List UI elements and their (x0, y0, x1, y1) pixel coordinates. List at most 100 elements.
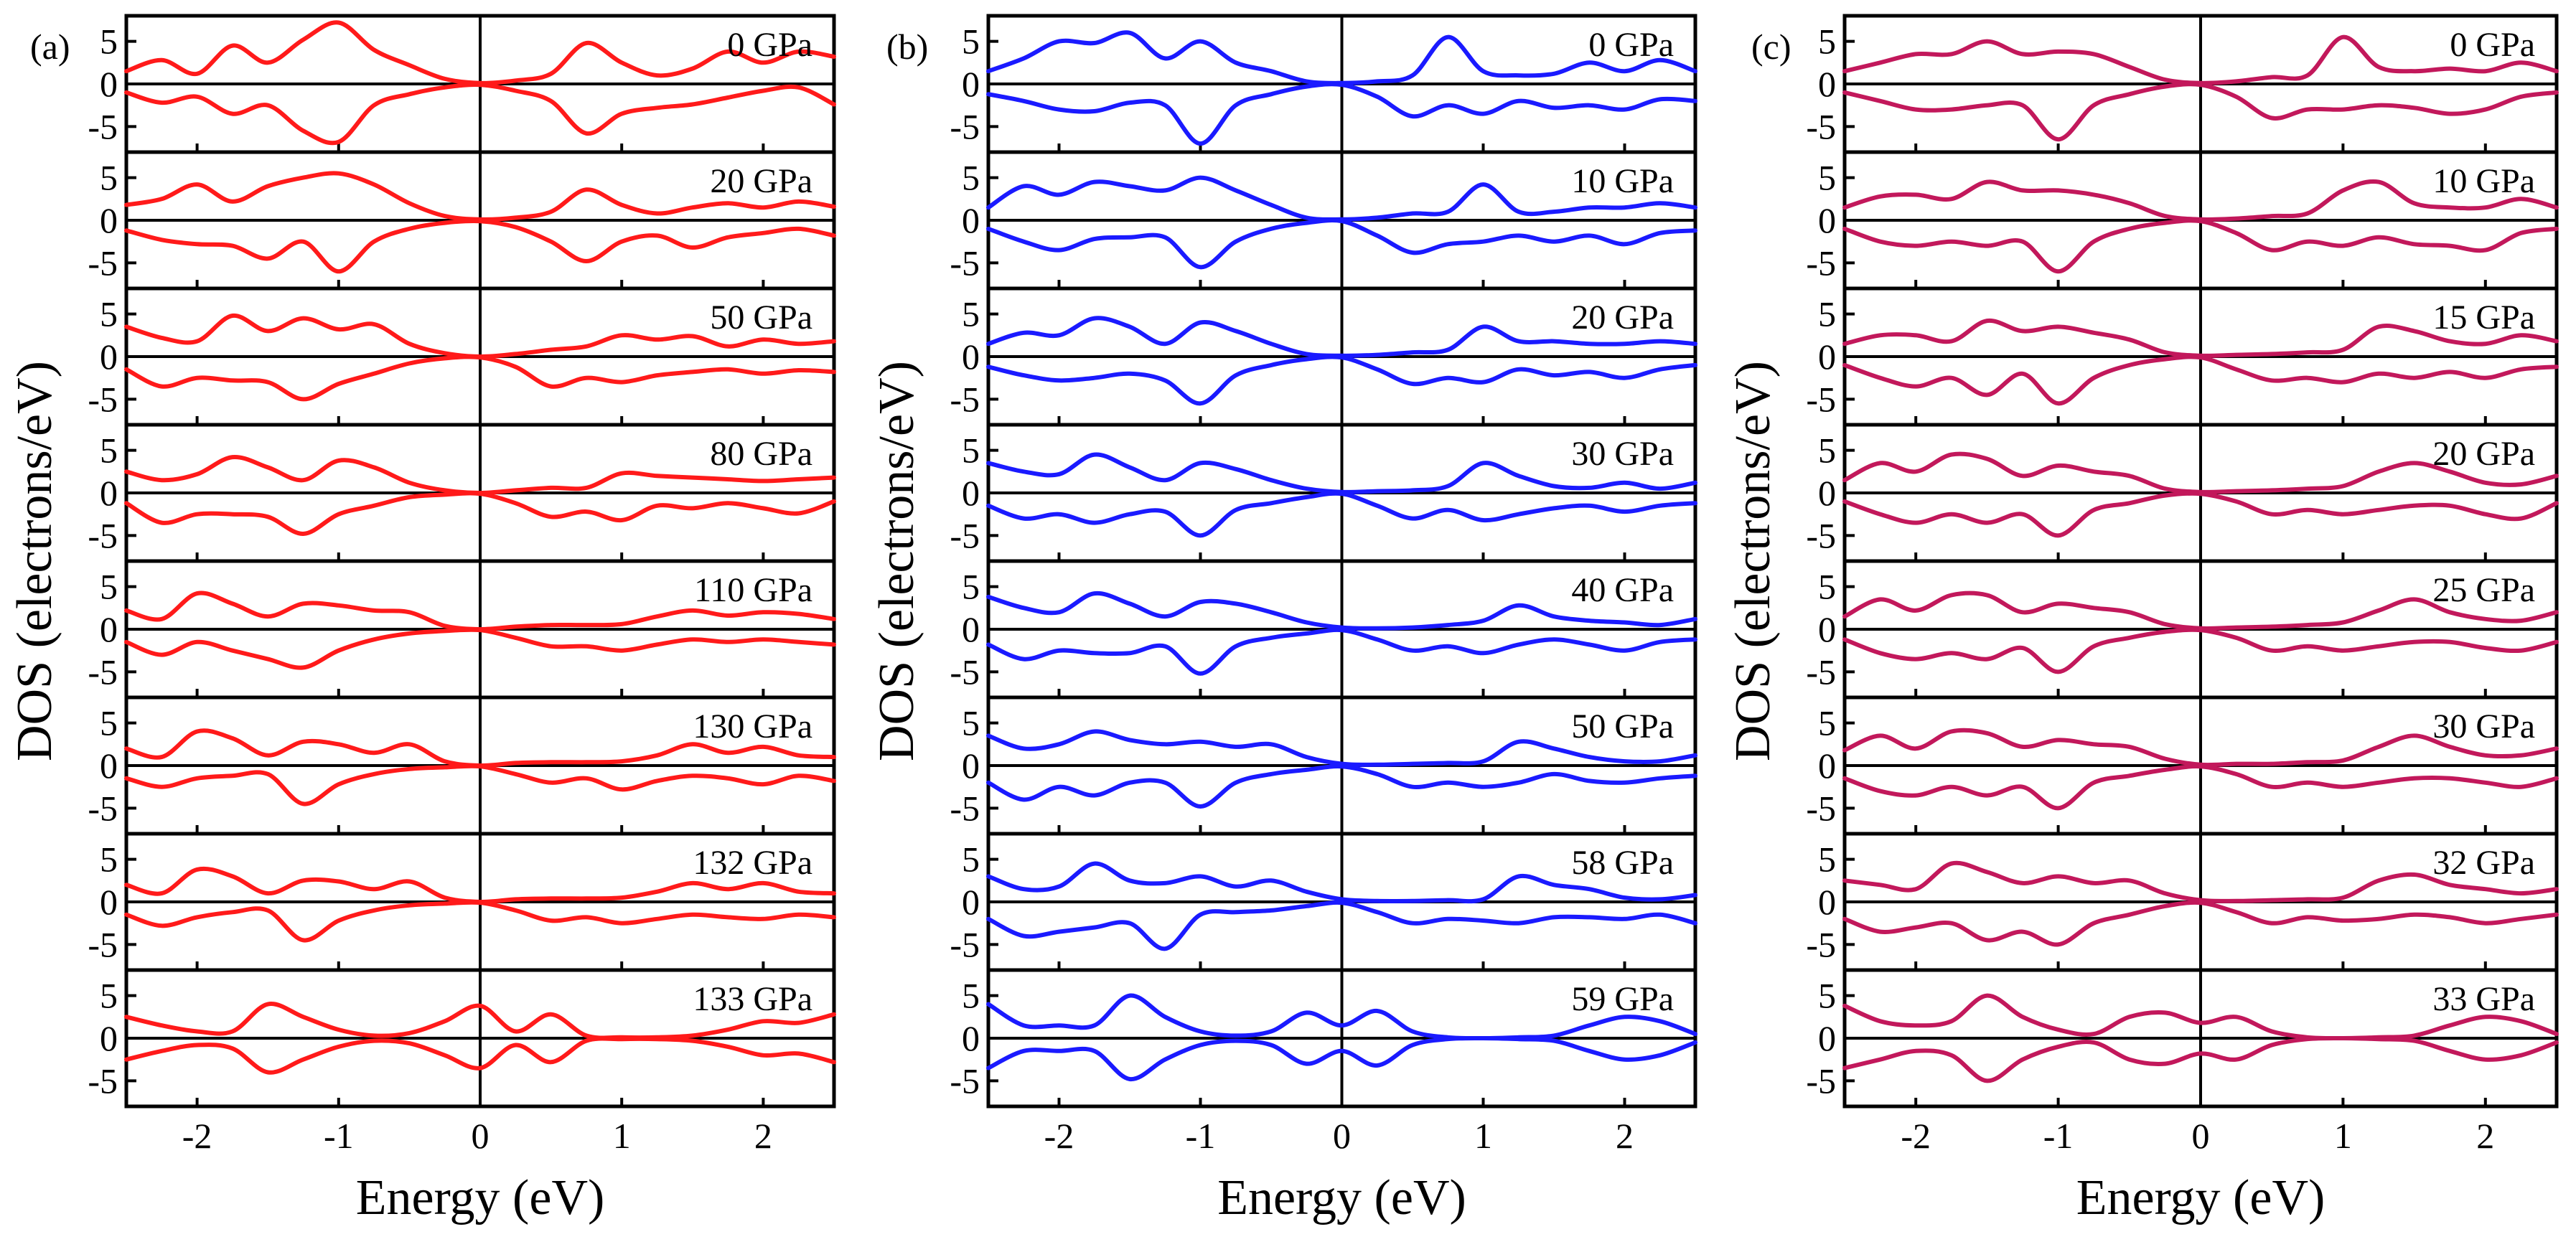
y-tick-label: 5 (962, 158, 980, 198)
pressure-label: 0 GPa (1588, 26, 1674, 64)
x-tick-label: 2 (1616, 1116, 1634, 1156)
y-tick-label: 5 (1818, 22, 1836, 62)
pressure-label: 32 GPa (2432, 844, 2535, 882)
dos-curve-spin-up (124, 1002, 836, 1040)
y-tick-label: 5 (100, 430, 118, 471)
subplot-30-gpa: 50-5 30 GPa (950, 423, 1697, 563)
y-tick-label: -5 (1806, 788, 1836, 828)
y-tick-label: 5 (100, 294, 118, 334)
y-tick-label: -5 (1806, 243, 1836, 283)
y-tick-label: -5 (88, 924, 118, 964)
pressure-label: 50 GPa (710, 298, 812, 337)
dos-curve-spin-up (1842, 993, 2559, 1041)
dos-curve-spin-up (986, 590, 1697, 631)
y-tick-label: 0 (962, 1018, 980, 1058)
dos-curve-spin-up (986, 993, 1697, 1041)
y-tick-label: -5 (1806, 651, 1836, 692)
y-tick-label: -5 (1806, 106, 1836, 146)
y-tick-label: 5 (962, 976, 980, 1016)
dos-curve-spin-down (986, 900, 1697, 951)
dos-curve-spin-down (1842, 218, 2559, 274)
dos-curve-spin-down (986, 627, 1697, 676)
y-tick-label: 0 (962, 200, 980, 240)
y-tick-label: -5 (1806, 924, 1836, 964)
dos-curve-spin-down (986, 82, 1697, 146)
y-tick-label: 5 (962, 703, 980, 743)
y-tick-label: 5 (100, 22, 118, 62)
y-tick-label: 0 (962, 337, 980, 377)
pressure-label: 50 GPa (1571, 707, 1674, 745)
dos-curve-spin-down (124, 491, 836, 536)
x-tick-label: 1 (1474, 1116, 1492, 1156)
subplot-59-gpa: 50-5 59 GPa (950, 968, 1697, 1109)
y-tick-label: 5 (962, 22, 980, 62)
y-tick-label: 5 (1818, 294, 1836, 334)
dos-curve-spin-down (124, 218, 836, 274)
subplot-132-gpa: 50-5 132 GPa (88, 832, 836, 972)
y-tick-label: 0 (100, 1018, 118, 1058)
x-tick-label: 1 (613, 1116, 631, 1156)
pressure-label: 30 GPa (2432, 707, 2535, 745)
x-tick-label: -2 (182, 1116, 212, 1156)
y-tick-label: 0 (962, 64, 980, 104)
y-axis-title: DOS (electrons/eV) (7, 361, 62, 761)
y-tick-label: 5 (962, 839, 980, 880)
y-tick-label: 5 (962, 430, 980, 471)
y-tick-label: 0 (962, 609, 980, 649)
pressure-label: 15 GPa (2432, 298, 2535, 337)
y-tick-label: -5 (88, 515, 118, 555)
pressure-label: 20 GPa (2432, 435, 2535, 473)
y-tick-label: 5 (100, 567, 118, 607)
y-tick-label: -5 (88, 379, 118, 419)
panel-letter: (a) (30, 27, 70, 67)
y-tick-label: 5 (100, 839, 118, 880)
dos-curve-spin-down (124, 354, 836, 402)
subplot-133-gpa: 50-5 133 GPa (88, 968, 836, 1109)
y-tick-label: 0 (962, 745, 980, 786)
y-tick-label: -5 (950, 788, 980, 828)
y-tick-label: 5 (1818, 158, 1836, 198)
y-tick-label: 5 (1818, 430, 1836, 471)
pressure-label: 110 GPa (694, 571, 812, 609)
y-tick-label: 5 (962, 294, 980, 334)
dos-curve-spin-down (124, 83, 836, 146)
y-tick-label: 5 (100, 158, 118, 198)
y-tick-label: 5 (1818, 703, 1836, 743)
y-tick-label: -5 (88, 788, 118, 828)
y-tick-label: 0 (962, 882, 980, 922)
subplot-32-gpa: 50-5 32 GPa (1806, 832, 2559, 972)
y-tick-label: -5 (1806, 379, 1836, 419)
y-tick-label: -5 (950, 515, 980, 555)
y-tick-label: 5 (1818, 976, 1836, 1016)
y-tick-label: 0 (962, 473, 980, 513)
y-tick-label: 0 (100, 745, 118, 786)
pressure-label: 59 GPa (1571, 980, 1674, 1018)
x-tick-label: -1 (1186, 1116, 1216, 1156)
subplot-10-gpa: 50-5 10 GPa (950, 150, 1697, 291)
pressure-label: 10 GPa (1571, 162, 1674, 200)
x-tick-label: -2 (1901, 1116, 1931, 1156)
subplot-50-gpa: 50-5 50 GPa (88, 286, 836, 427)
subplot-130-gpa: 50-5 130 GPa (88, 695, 836, 836)
y-tick-label: 0 (1818, 745, 1836, 786)
subplot-0-gpa: 50-5 0 GPa (950, 14, 1697, 154)
pressure-label: 10 GPa (2432, 162, 2535, 200)
y-tick-label: 0 (100, 882, 118, 922)
y-tick-label: -5 (88, 651, 118, 692)
pressure-label: 130 GPa (693, 707, 812, 745)
y-tick-label: 5 (100, 703, 118, 743)
subplot-20-gpa: 50-5 20 GPa (1806, 423, 2559, 563)
y-tick-label: -5 (88, 1060, 118, 1101)
y-tick-label: -5 (950, 651, 980, 692)
subplot-15-gpa: 50-5 15 GPa (1806, 286, 2559, 427)
y-tick-label: 5 (100, 976, 118, 1016)
dos-curve-spin-down (1842, 82, 2559, 142)
subplot-50-gpa: 50-5 50 GPa (950, 695, 1697, 836)
y-tick-label: -5 (950, 106, 980, 146)
pressure-label: 20 GPa (1571, 298, 1674, 337)
x-tick-label: 0 (2192, 1116, 2210, 1156)
y-tick-label: -5 (1806, 1060, 1836, 1101)
pressure-label: 132 GPa (693, 844, 812, 882)
subplot-0-gpa: 50-5 0 GPa (1806, 14, 2559, 154)
